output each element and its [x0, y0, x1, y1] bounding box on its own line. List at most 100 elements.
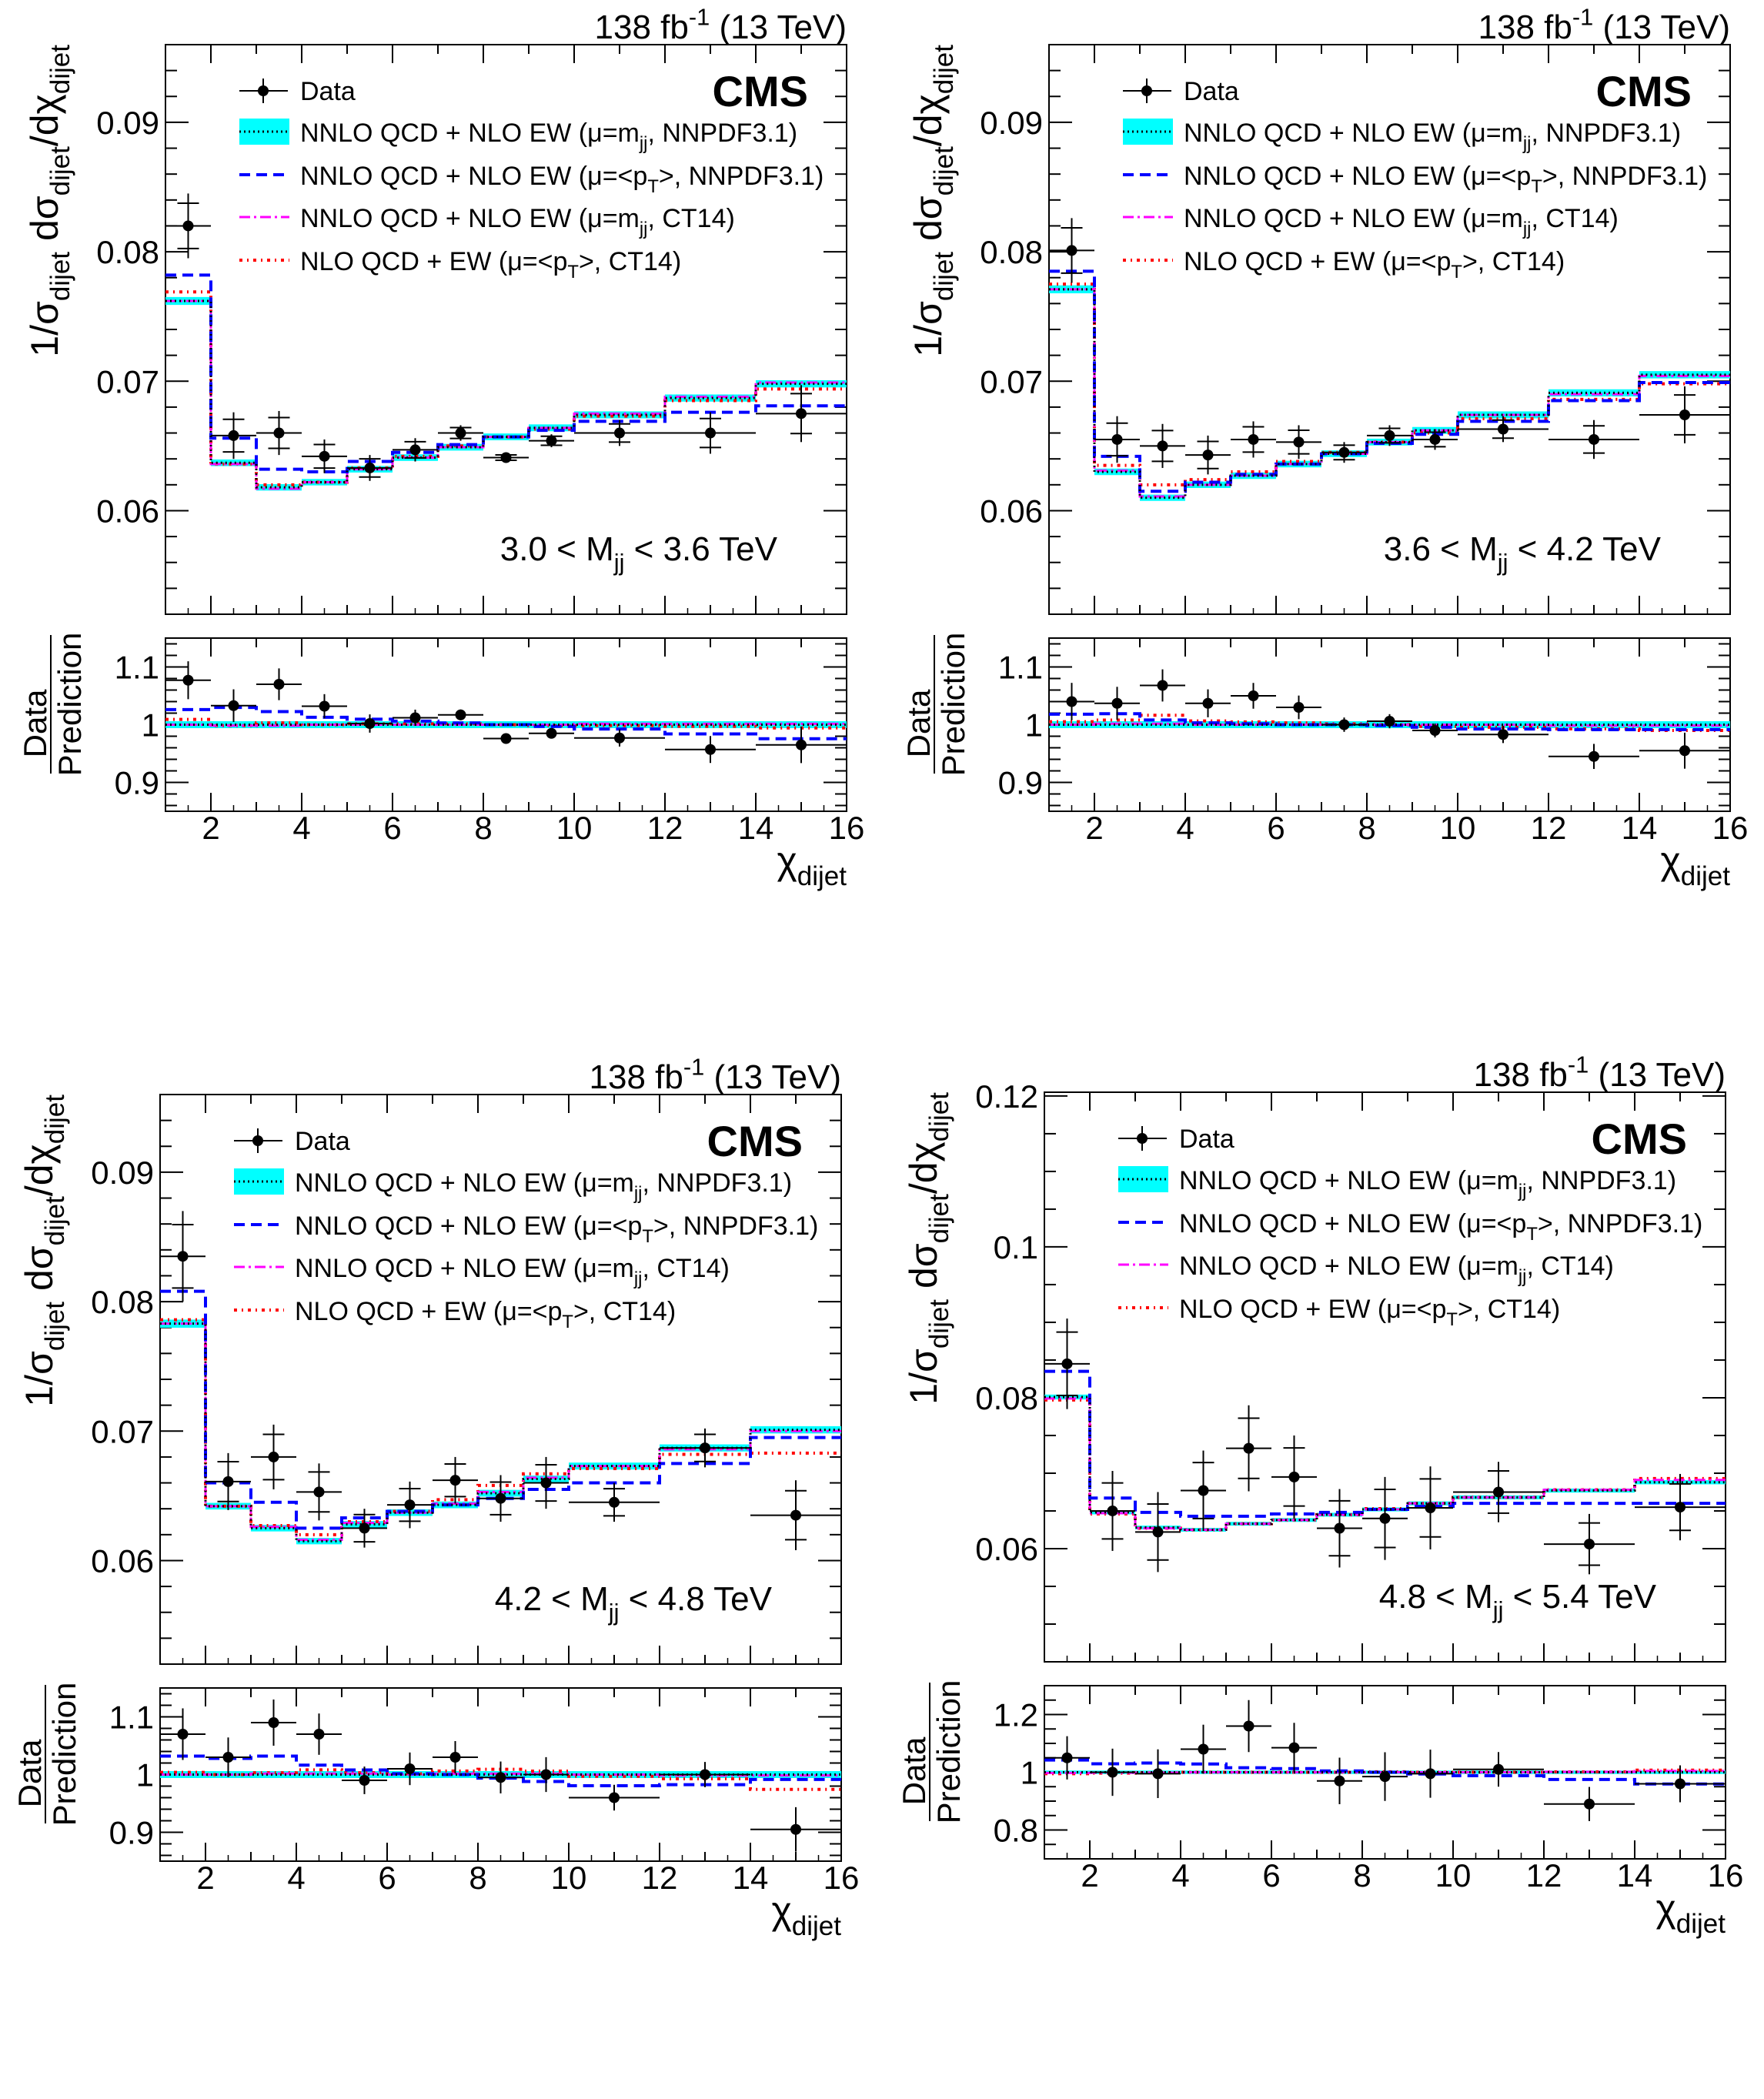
ratio-data-point: [495, 1772, 506, 1783]
legend-label-data: Data: [1179, 1125, 1234, 1154]
data-point: [1243, 1442, 1255, 1454]
x-tick-label: 6: [383, 810, 401, 846]
data-point: [449, 1475, 461, 1486]
uncertainty-band: [529, 424, 574, 432]
ratio-y-tick-label: 1.2: [994, 1697, 1038, 1733]
legend-label-nnpdf_mjj: NNLO QCD + NLO EW (μ=mjj, NNPDF3.1): [1179, 1166, 1676, 1202]
data-point: [540, 1477, 552, 1489]
prediction-nnpdf_pt: [1049, 269, 1730, 493]
ratio-data-point: [404, 1763, 416, 1774]
x-tick-label: 6: [1267, 810, 1285, 846]
ratio-data-point: [1429, 725, 1441, 736]
ratio-data-point: [546, 727, 557, 739]
uncertainty-band: [1140, 494, 1185, 501]
data-point: [404, 1499, 416, 1511]
legend-label-nnpdf_mjj: NNLO QCD + NLO EW (μ=mjj, NNPDF3.1): [300, 119, 797, 154]
y-axis-label: 1/σdijet dσdijet/dχdijet: [23, 45, 75, 357]
ratio-label-numerator: Data: [12, 1739, 48, 1807]
data-point: [1334, 1522, 1345, 1534]
legend-data-marker: [1137, 1133, 1148, 1144]
data-point: [614, 427, 625, 439]
ratio-data-point: [1384, 716, 1395, 727]
ratio-data-point: [796, 739, 807, 750]
x-tick-label: 14: [1617, 1857, 1653, 1893]
mass-range-label: 4.2 < Mjj < 4.8 TeV: [495, 1580, 773, 1626]
ratio-data-point: [1198, 1743, 1209, 1755]
ratio-data-point: [1584, 1798, 1595, 1810]
legend-label-nlo_ct14_pt: NLO QCD + EW (μ=<pT>, CT14): [1184, 247, 1565, 282]
uncertainty-band: [433, 1501, 478, 1509]
legend-label-nnpdf_pt: NNLO QCD + NLO EW (μ=<pT>, NNPDF3.1): [300, 162, 824, 197]
data-point: [319, 450, 330, 462]
ratio-data-point: [313, 1729, 325, 1740]
legend-label-data: Data: [1184, 77, 1239, 106]
ratio-label-numerator: Data: [900, 689, 937, 757]
data-point: [1248, 433, 1259, 445]
data-point: [1198, 1485, 1209, 1496]
ratio-data-point: [1334, 1775, 1345, 1786]
y-tick-label: 0.06: [91, 1542, 154, 1579]
ratio-uncertainty-band: [296, 1771, 342, 1778]
ratio-y-tick-label: 0.9: [115, 765, 159, 801]
ratio-data-point: [1675, 1778, 1685, 1790]
cms-label: CMS: [707, 1117, 803, 1165]
cms-label: CMS: [1592, 1115, 1687, 1163]
ratio-data-point: [1157, 680, 1168, 691]
ratio-data-point: [1243, 1720, 1255, 1732]
uncertainty-band: [256, 484, 302, 491]
x-tick-label: 14: [738, 810, 774, 846]
x-tick-label: 10: [551, 1860, 587, 1896]
data-point: [359, 1522, 370, 1534]
data-point: [1425, 1502, 1436, 1514]
legend-data-marker: [258, 85, 269, 96]
x-tick-label: 12: [1526, 1857, 1562, 1893]
data-point: [1202, 450, 1214, 461]
y-tick-label: 0.07: [91, 1413, 154, 1449]
data-point: [1107, 1505, 1118, 1516]
x-tick-label: 8: [469, 1860, 486, 1896]
ratio-data-point: [1425, 1768, 1436, 1780]
ratio-nnpdf_pt: [165, 706, 847, 740]
ratio-label-numerator: Data: [17, 689, 53, 757]
y-axis-label: 1/σdijet dσdijet/dχdijet: [907, 45, 959, 357]
uncertainty-band: [750, 1426, 841, 1434]
legend-label-ct14_mjj: NNLO QCD + NLO EW (μ=mjj, CT14): [300, 204, 735, 239]
legend-label-nlo_ct14_pt: NLO QCD + EW (μ=<pT>, CT14): [1179, 1295, 1560, 1330]
cms-label: CMS: [713, 67, 808, 115]
data-point: [790, 1509, 801, 1521]
ratio-data-point: [700, 1769, 710, 1780]
ratio-uncertainty-band: [529, 721, 574, 728]
y-tick-label: 0.06: [980, 493, 1043, 529]
legend-label-data: Data: [295, 1127, 350, 1156]
ratio-data-point: [1498, 729, 1508, 740]
x-tick-label: 6: [1262, 1857, 1280, 1893]
data-point: [182, 220, 194, 232]
ratio-data-point: [364, 718, 376, 729]
uncertainty-band: [251, 1525, 296, 1532]
panel-3.6-4.2: 2 4 6 8 10 12 14 16 χdijet 0.06 0.07 0.08 0.09 0.9 1 1.…: [884, 0, 1764, 1045]
ratio-data-point: [455, 709, 466, 720]
ratio-data-point: [790, 1823, 801, 1835]
ratio-data-point: [1493, 1763, 1504, 1775]
prediction-nlo_ct14_pt: [160, 1318, 841, 1536]
data-point: [1338, 446, 1350, 458]
ratio-data-point: [319, 700, 330, 712]
y-axis-label: 1/σdijet dσdijet/dχdijet: [18, 1095, 70, 1407]
x-tick-label: 2: [1081, 1857, 1098, 1893]
data-point: [1061, 1358, 1073, 1369]
ratio-data-point: [1679, 745, 1690, 757]
ratio-y-tick-label: 0.8: [994, 1813, 1038, 1849]
ratio-label-denominator: Prediction: [930, 1680, 967, 1824]
uncertainty-band: [1549, 389, 1639, 397]
uncertainty-band: [1639, 371, 1730, 379]
luminosity-label: 138 fb-1 (13 TeV): [590, 1053, 841, 1096]
data-point: [313, 1486, 325, 1498]
data-point: [1157, 440, 1168, 452]
ratio-y-tick-label: 1: [136, 1757, 154, 1793]
data-point: [1066, 245, 1077, 256]
luminosity-label: 138 fb-1 (13 TeV): [595, 3, 847, 46]
x-tick-label: 6: [378, 1860, 396, 1896]
y-tick-label: 0.07: [980, 363, 1043, 399]
